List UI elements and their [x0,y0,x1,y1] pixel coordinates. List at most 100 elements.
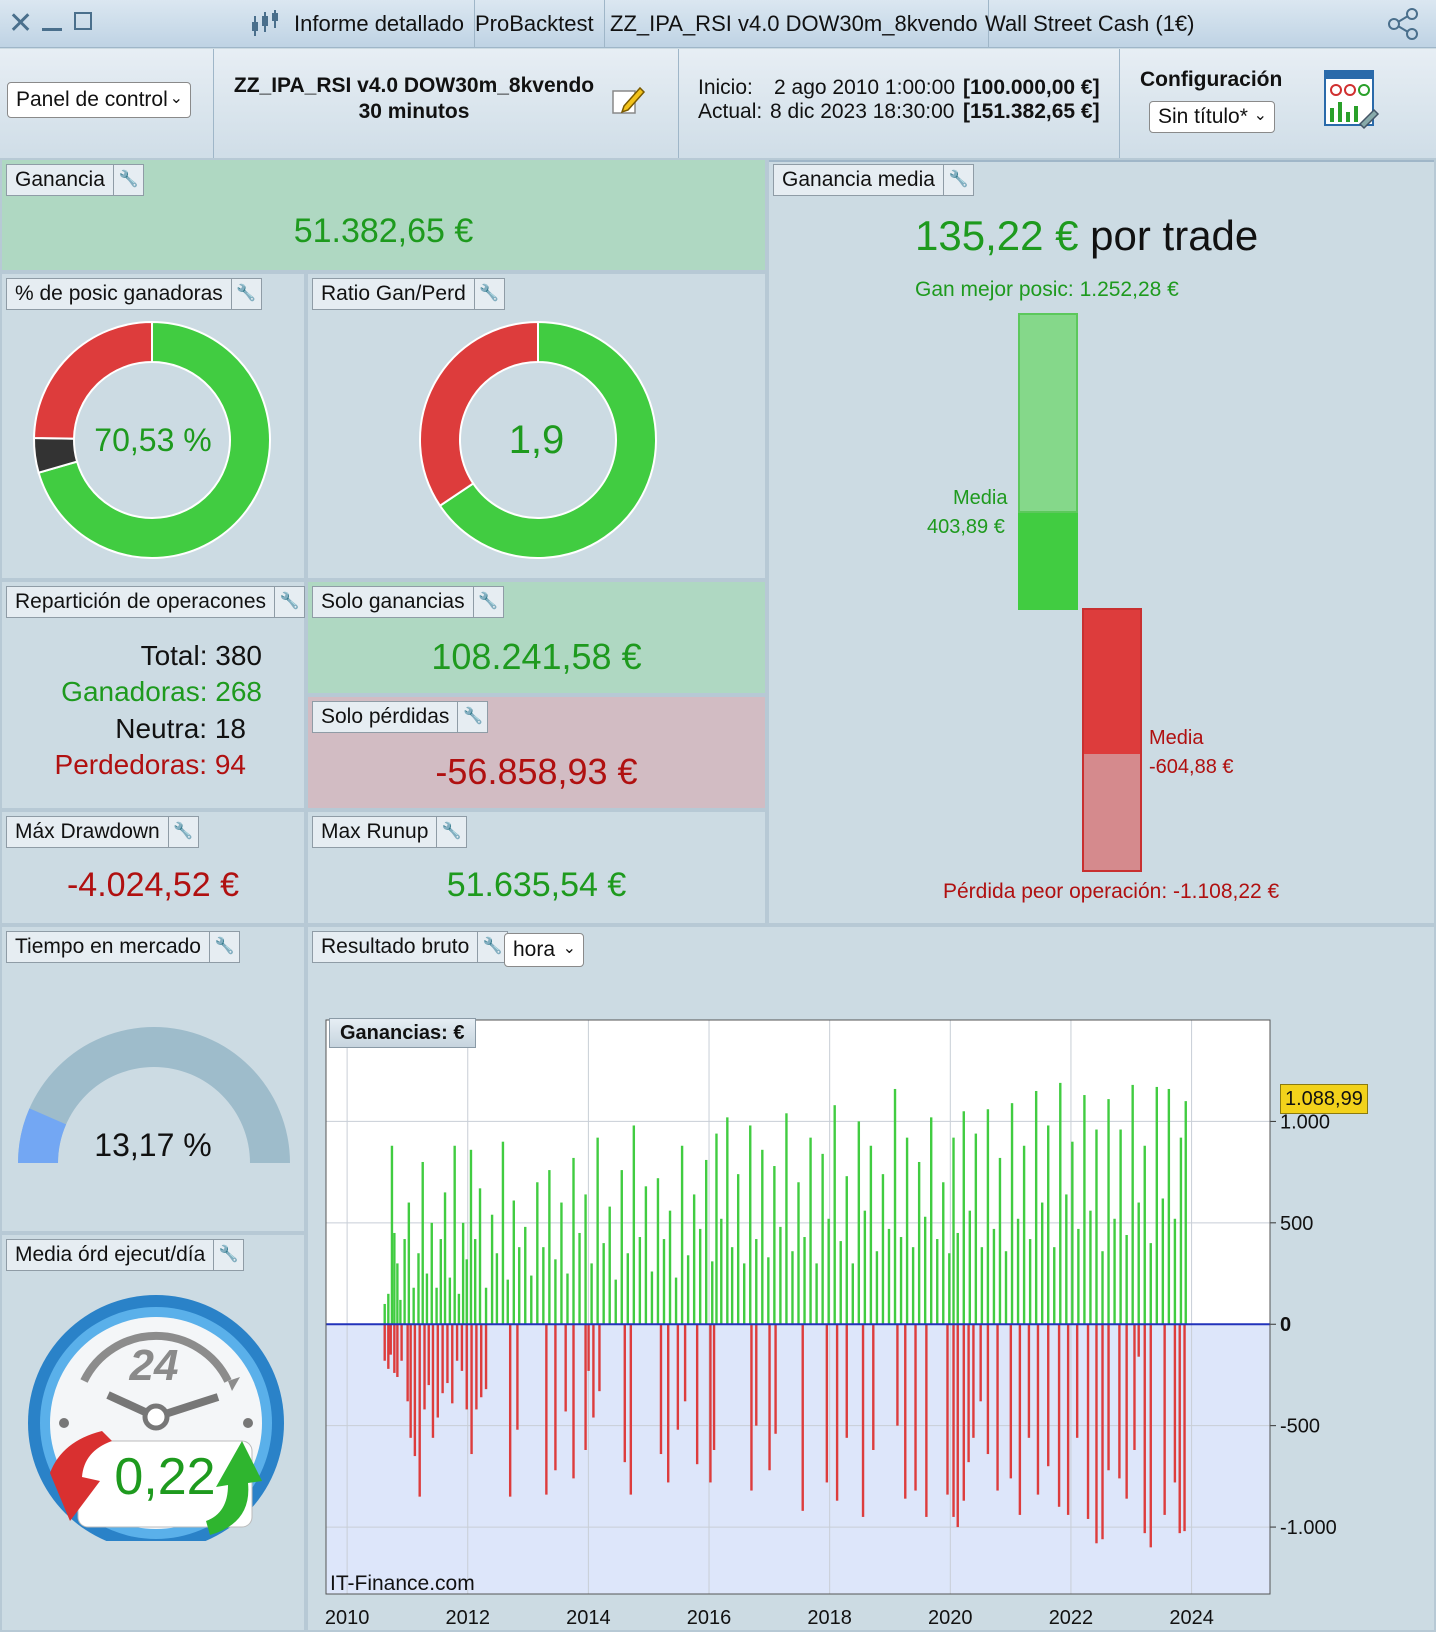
tab-strategy[interactable]: ZZ_IPA_RSI v4.0 DOW30m_8kvendo [600,0,989,48]
chart-watermark: IT-Finance.com [330,1572,475,1595]
chart-bar [1107,1324,1110,1471]
clock-hours: 24 [129,1341,179,1390]
chart-bar [767,1257,770,1325]
chart-bar [632,1125,636,1325]
edit-pencil-icon[interactable] [610,82,646,118]
chart-bar [536,1182,539,1325]
chart-bar [1179,1137,1183,1325]
chart-bar [596,1137,599,1325]
chart-bar [1095,1129,1098,1325]
wrench-icon[interactable]: 🔧 [457,702,487,732]
chevron-down-icon: ⌄ [169,90,183,107]
chart-bar [656,1178,660,1325]
media-ordenes-label: Media órd ejecut/día 🔧 [6,1239,245,1271]
donut-win-slice [37,320,271,559]
chart-bar [566,1273,569,1325]
chart-bar [425,1273,429,1325]
minimize-icon[interactable] [42,28,62,31]
chart-bar [393,1232,396,1325]
chart-bar [1018,1324,1022,1515]
wrench-icon[interactable]: 🔧 [942,165,973,195]
actual-date: 8 dic 2023 18:30:00 [770,100,955,123]
resultado-bruto-chart[interactable]: 2010 2012 2014 2016 2018 2020 2022 2024 1.000 500… [322,1016,1436,1632]
chart-border [325,1019,1271,1595]
resultado-bruto-panel: Resultado bruto 🔧 hora ⌄ [306,925,1436,1632]
chart-bar [1004,1251,1008,1325]
chart-bar [905,1137,909,1325]
chart-bar [1071,1141,1074,1325]
share-icon[interactable] [1386,8,1426,40]
chart-bar [1125,1234,1128,1325]
tiempo-mercado-gauge [17,1027,290,1163]
chart-bar [506,1279,509,1325]
chart-bar [1040,1202,1044,1325]
chart-bar [501,1141,505,1325]
chart-bar [480,1324,483,1398]
chart-bar [821,1153,824,1325]
config-settings-icon[interactable] [1322,68,1380,130]
chart-bar [911,1247,915,1325]
wrench-icon[interactable]: 🔧 [213,1240,243,1270]
wrench-icon[interactable]: 🔧 [473,279,504,309]
tab-informe-detallado[interactable]: Informe detallado [284,0,475,48]
chart-bar [453,1145,456,1325]
tiempo-mercado-value: 13,17 % [94,1127,212,1163]
chart-bar [478,1188,482,1325]
wrench-icon[interactable]: 🔧 [274,587,304,617]
chart-bar [473,1239,477,1325]
chart-bar [749,1125,752,1325]
chart-bar [455,1324,459,1361]
chart-bar [683,1324,687,1402]
chart-bar [857,1121,861,1325]
tab-probacktest[interactable]: ProBacktest [465,0,605,48]
chart-bar [863,1210,867,1325]
chart-bar [554,1259,557,1325]
media-neg-value: -604,88 € [1149,756,1234,778]
runup-panel: Max Runup 🔧 51.635,54 € [306,810,767,925]
wrench-icon[interactable]: 🔧 [472,587,503,617]
wrench-icon[interactable]: 🔧 [208,932,239,962]
chart-bar [845,1324,848,1438]
chart-bar [761,1149,764,1325]
chart-bar [1016,1218,1020,1325]
wrench-icon[interactable]: 🔧 [112,165,143,195]
chart-bar [815,1263,818,1325]
chart-bar [872,1324,875,1450]
wrench-icon[interactable]: 🔧 [477,932,507,962]
wrench-icon[interactable]: 🔧 [230,279,261,309]
chart-bar [730,1247,734,1325]
chart-x-tick-label: 2020 [928,1607,973,1629]
wrench-icon[interactable]: 🔧 [167,817,198,847]
maximize-icon[interactable] [74,12,92,30]
chart-bar [948,1253,951,1325]
chart-bar [946,1324,949,1495]
chart-bar [774,1324,777,1434]
panel-select[interactable]: Panel de control ⌄ [7,82,191,118]
chart-bar [726,1117,729,1325]
best-trade-bar [1018,313,1078,513]
chart-bar [475,1324,478,1410]
chart-bar [825,1324,829,1483]
config-select[interactable]: Sin título* ⌄ [1149,101,1275,133]
chart-bar [972,1324,975,1438]
close-icon[interactable]: ✕ [8,7,34,40]
chart-bar [686,1255,690,1325]
avg-loss-bar [1082,608,1142,754]
wrench-icon[interactable]: 🔧 [436,817,466,847]
chart-bar [490,1214,494,1325]
ganancia-media-label: Ganancia media 🔧 [773,164,974,196]
chart-x-tick-label: 2018 [807,1607,852,1629]
chart-bar [1155,1086,1158,1325]
chart-bar [743,1263,746,1325]
chart-bar [1178,1324,1181,1534]
toolbar-divider [213,49,214,162]
chart-bar [712,1324,716,1450]
chart-bar [698,1228,702,1325]
reparticion-neutra: Neutra: 18 [115,713,246,744]
chart-bar [451,1324,454,1404]
resultado-bruto-select[interactable]: hora ⌄ [504,933,584,967]
chart-bar [839,1241,842,1325]
tab-instrument[interactable]: Wall Street Cash (1€) [985,11,1195,36]
chart-bar [390,1145,394,1325]
chart-bar [986,1324,990,1455]
